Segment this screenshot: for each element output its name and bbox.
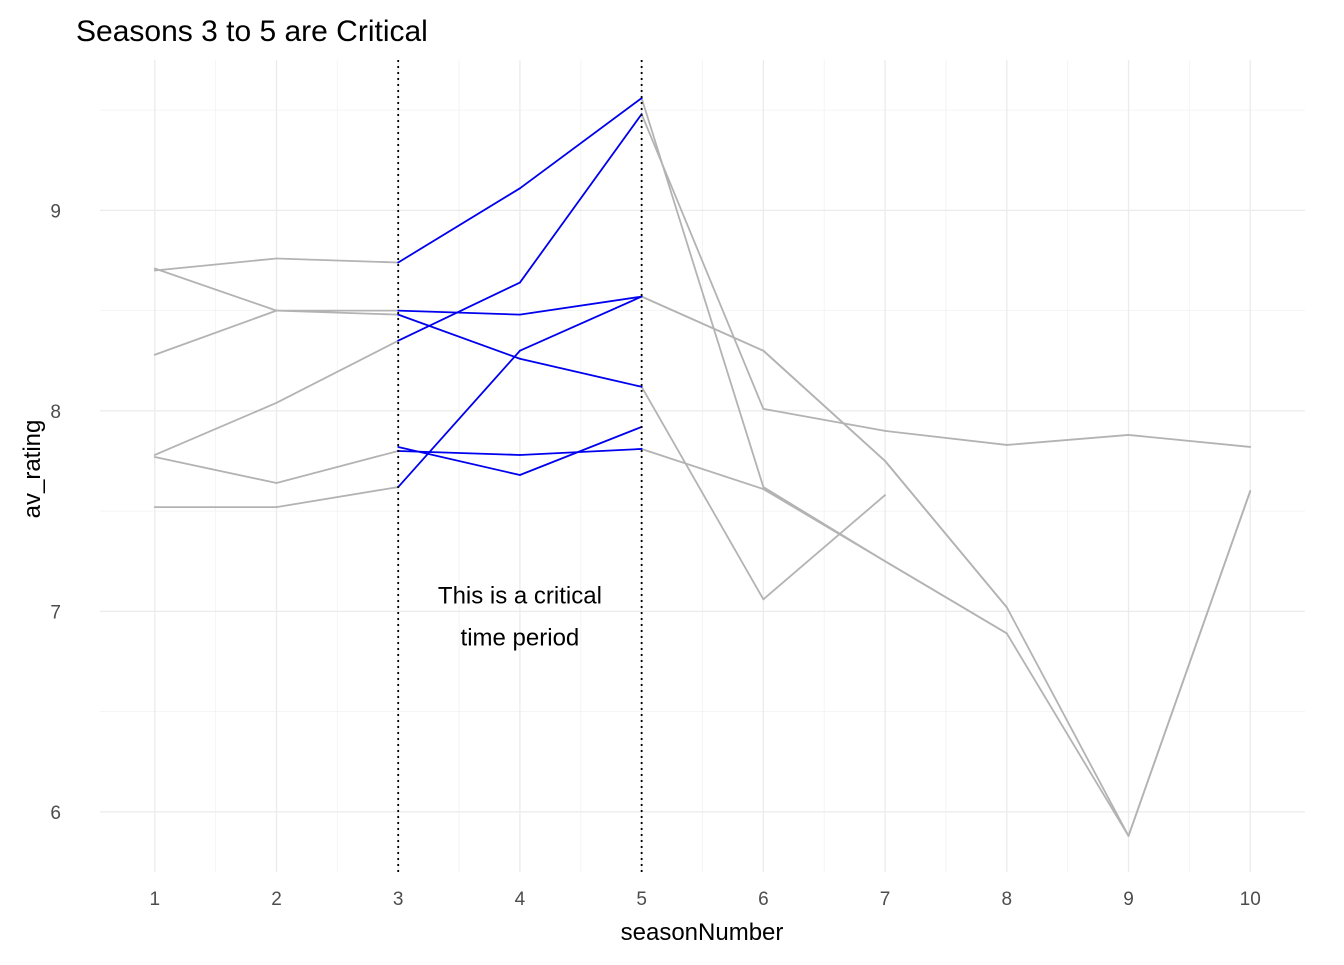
highlighted-series-6-segment — [397, 187, 521, 264]
highlighted-series-7-segment — [397, 446, 521, 476]
highlighted-series-6-segment — [519, 97, 643, 190]
series-3-segment — [1005, 606, 1130, 837]
series-4-segment — [640, 448, 765, 490]
series-6-segment — [153, 257, 278, 272]
grid — [100, 60, 1305, 872]
series-6-segment — [762, 486, 886, 563]
highlighted-series-5-segment — [519, 357, 643, 388]
series-5-segment — [153, 309, 278, 356]
annotation-line-2: time period — [461, 624, 580, 651]
series-2-segment — [275, 339, 400, 404]
series-5-segment — [762, 494, 886, 601]
highlighted-series-1-segment — [397, 309, 521, 316]
highlighted-series-1-segment — [519, 295, 643, 316]
series-4-segment — [275, 450, 400, 484]
series-6-segment — [275, 257, 400, 264]
x-tick-label: 6 — [758, 889, 769, 910]
series-6-segment — [1005, 632, 1130, 837]
y-tick-label: 7 — [50, 602, 61, 623]
y-axis-title: av_rating — [19, 420, 46, 519]
series-5-segment — [275, 309, 400, 316]
y-tick-label: 6 — [50, 803, 61, 824]
chart-title: Seasons 3 to 5 are Critical — [76, 15, 428, 48]
series-2-segment — [762, 407, 886, 432]
series-3-segment — [762, 349, 886, 462]
x-axis-tick-labels: 1 2 3 4 5 6 7 8 9 10 — [149, 889, 1260, 910]
series-2-segment — [153, 401, 278, 456]
x-tick-label: 5 — [636, 889, 647, 910]
x-tick-label: 2 — [271, 889, 282, 910]
y-tick-label: 9 — [50, 201, 61, 222]
series-3-segment — [884, 460, 1008, 609]
series-3-segment — [640, 295, 765, 352]
x-tick-label: 1 — [149, 889, 160, 910]
series-2-segment — [884, 430, 1008, 446]
x-tick-label: 8 — [1002, 889, 1013, 910]
series-1-segment — [153, 267, 278, 312]
x-tick-label: 7 — [880, 889, 891, 910]
context-series-group — [153, 97, 1252, 837]
series-6-segment — [640, 97, 765, 488]
x-tick-label: 3 — [393, 889, 404, 910]
y-tick-label: 8 — [50, 402, 61, 423]
series-2-segment — [1127, 434, 1252, 448]
series-2-segment — [1005, 434, 1130, 446]
highlighted-series-2-segment — [397, 281, 521, 342]
y-axis-tick-labels: 6 7 8 9 — [50, 201, 61, 823]
x-axis-title: seasonNumber — [621, 919, 784, 946]
series-3-segment — [275, 486, 400, 509]
series-4-segment — [153, 456, 278, 484]
highlighted-series-3-segment — [519, 295, 643, 352]
series-6-segment — [884, 560, 1008, 635]
x-tick-label: 4 — [515, 889, 526, 910]
highlighted-series-2-segment — [519, 113, 643, 284]
series-6-segment — [1127, 490, 1252, 837]
highlighted-series-5-segment — [397, 313, 521, 360]
series-5-segment — [640, 385, 765, 601]
highlighted-series-4-segment — [519, 448, 643, 456]
annotation: This is a critical time period — [438, 582, 602, 651]
highlighted-series-group — [397, 97, 643, 488]
highlighted-series-7-segment — [519, 426, 643, 476]
x-tick-label: 10 — [1240, 889, 1261, 910]
highlighted-series-3-segment — [397, 349, 521, 488]
x-tick-label: 9 — [1123, 889, 1134, 910]
annotation-line-1: This is a critical — [438, 582, 602, 609]
